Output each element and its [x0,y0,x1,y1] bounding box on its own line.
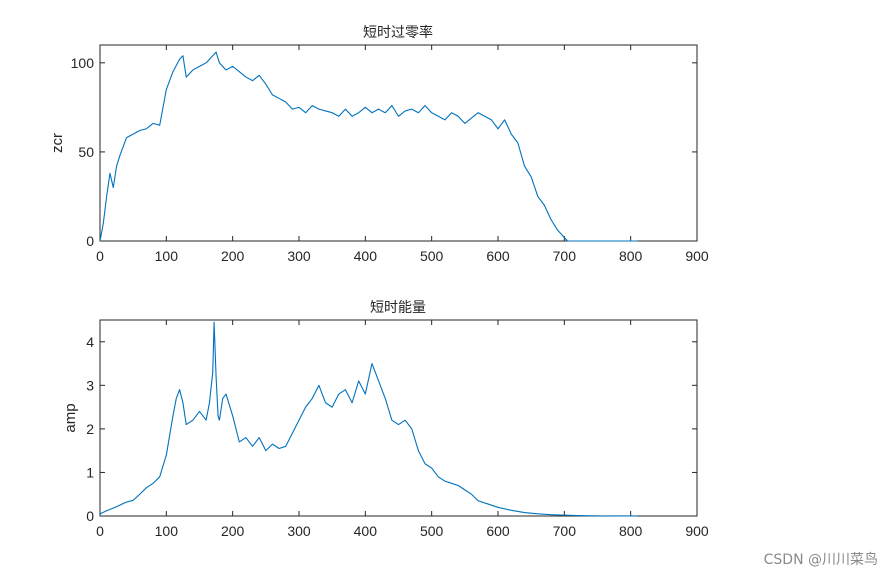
x-ticks: 0 100 200 300 400 500 600 700 800 900 [96,45,709,264]
watermark: CSDN @川川菜鸟 [763,552,878,568]
x-tick-label: 400 [354,523,378,539]
x-tick-label: 600 [486,248,510,264]
x-ticks: 0 100 200 300 400 500 600 700 800 900 [96,320,709,539]
x-tick-label: 200 [221,523,245,539]
axes-box [99,44,698,242]
y-tick-label: 2 [86,421,94,437]
x-tick-label: 700 [553,523,577,539]
y-axis-label: amp [62,403,79,432]
x-tick-label: 300 [287,523,311,539]
x-tick-label: 900 [685,248,709,264]
y-axis-label: zcr [49,133,66,153]
x-tick-label: 700 [553,248,577,264]
x-tick-label: 500 [420,523,444,539]
y-tick-label: 100 [71,55,95,71]
subplot-zcr: 短时过零率 0 100 200 300 400 500 600 700 800 900 0 50 10… [49,24,709,264]
x-tick-label: 800 [619,523,643,539]
y-tick-label: 0 [86,508,94,524]
subplot-energy: 短时能量 0 100 200 300 400 500 600 700 800 900 01234 … [62,300,709,539]
x-tick-label: 500 [420,248,444,264]
y-ticks: 0 50 100 [71,55,697,249]
x-tick-label: 100 [155,248,179,264]
x-tick-label: 900 [685,523,709,539]
chart-title: 短时能量 [370,300,426,316]
series-line-zcr [99,51,638,242]
y-tick-label: 1 [86,464,94,480]
x-tick-label: 600 [486,523,510,539]
x-tick-label: 300 [287,248,311,264]
axes-box [99,319,698,517]
y-tick-label: 0 [86,233,94,249]
chart-title: 短时过零率 [363,24,433,41]
y-ticks: 0 1 2 3 4 [86,334,697,524]
x-tick-label: 0 [96,248,104,264]
x-tick-label: 100 [155,523,179,539]
x-tick-label: 400 [354,248,378,264]
y-tick-label: 3 [86,377,94,393]
x-tick-label: 200 [221,248,245,264]
x-tick-label: 0 [96,523,104,539]
x-tick-label: 800 [619,248,643,264]
series-line-energy [99,321,638,517]
y-tick-label: 4 [86,334,94,350]
y-tick-label: 50 [78,144,94,160]
